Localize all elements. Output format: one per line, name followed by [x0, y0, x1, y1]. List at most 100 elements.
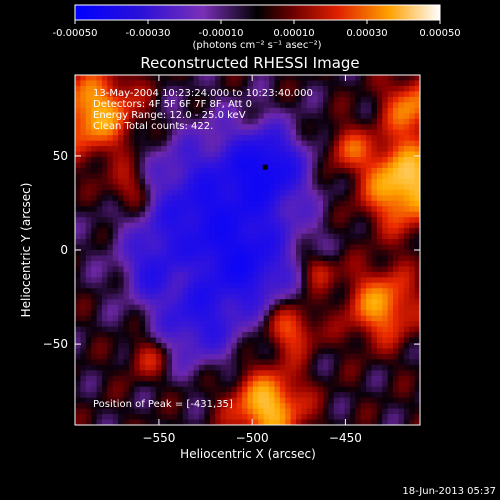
heatmap-cell	[360, 348, 367, 355]
heatmap-cell	[193, 359, 200, 366]
heatmap-cell	[333, 91, 340, 98]
heatmap-cell	[80, 118, 87, 125]
heatmap-cell	[322, 293, 329, 300]
heatmap-cell	[220, 118, 227, 125]
heatmap-cell	[366, 140, 372, 147]
heatmap-cell	[398, 151, 405, 158]
heatmap-cell	[382, 392, 389, 399]
heatmap-cell	[215, 222, 222, 229]
heatmap-cell	[403, 250, 410, 256]
heatmap-cell	[252, 217, 259, 224]
heatmap-cell	[285, 353, 292, 360]
heatmap-cell	[360, 310, 367, 317]
heatmap-cell	[269, 353, 275, 360]
heatmap-cell	[166, 151, 173, 158]
heatmap-cell	[209, 157, 216, 163]
heatmap-cell	[306, 211, 313, 218]
heatmap-cell	[398, 113, 405, 120]
heatmap-cell	[209, 342, 216, 349]
heatmap-cell	[279, 162, 286, 169]
heatmap-cell	[209, 222, 216, 229]
heatmap-cell	[366, 239, 372, 246]
heatmap-cell	[139, 310, 146, 317]
heatmap-cell	[150, 260, 157, 267]
heatmap-cell	[414, 353, 420, 360]
x-tick-label: −550	[142, 431, 175, 445]
heatmap-cell	[220, 321, 227, 328]
heatmap-cell	[355, 217, 362, 224]
heatmap-cell	[80, 91, 87, 98]
heatmap-cell	[258, 271, 265, 278]
heatmap-cell	[398, 332, 405, 338]
heatmap-cell	[182, 113, 189, 120]
heatmap-cell	[172, 189, 178, 196]
heatmap-cell	[150, 135, 157, 142]
heatmap-cell	[279, 282, 286, 289]
heatmap-cell	[371, 129, 378, 136]
heatmap-cell	[225, 85, 232, 92]
heatmap-cell	[107, 200, 114, 207]
heatmap-cell	[387, 299, 394, 306]
heatmap-cell	[101, 91, 108, 98]
heatmap-cell	[285, 189, 292, 196]
heatmap-cell	[263, 222, 270, 229]
heatmap-cell	[360, 118, 367, 125]
heatmap-cell	[150, 397, 157, 404]
heatmap-cell	[242, 146, 248, 153]
heatmap-cell	[376, 244, 383, 251]
heatmap-cell	[263, 342, 270, 349]
heatmap-cell	[123, 348, 130, 355]
heatmap-cell	[118, 288, 125, 295]
heatmap-cell	[215, 102, 222, 109]
heatmap-cell	[322, 414, 329, 421]
heatmap-cell	[355, 299, 362, 306]
heatmap-cell	[182, 348, 189, 355]
heatmap-cell	[328, 107, 335, 114]
heatmap-cell	[355, 102, 362, 109]
heatmap-cell	[145, 173, 151, 180]
heatmap-cell	[409, 217, 416, 224]
heatmap-cell	[236, 348, 243, 355]
heatmap-cell	[198, 419, 205, 425]
heatmap-cell	[328, 321, 335, 328]
heatmap-cell	[296, 211, 302, 218]
heatmap-cell	[128, 271, 135, 278]
heatmap-cell	[166, 381, 173, 388]
heatmap-cell	[198, 288, 205, 295]
heatmap-cell	[177, 392, 184, 399]
heatmap-cell	[349, 167, 356, 174]
heatmap-cell	[231, 419, 238, 425]
heatmap-cell	[188, 118, 195, 125]
heatmap-cell	[339, 135, 346, 142]
heatmap-cell	[145, 146, 151, 153]
heatmap-cell	[204, 381, 211, 388]
heatmap-cell	[301, 135, 308, 142]
heatmap-cell	[80, 200, 87, 207]
heatmap-cell	[285, 266, 292, 273]
heatmap-cell	[279, 239, 286, 246]
heatmap-cell	[215, 178, 222, 185]
heatmap-cell	[182, 414, 189, 421]
heatmap-cell	[188, 414, 195, 421]
heatmap-cell	[285, 167, 292, 174]
heatmap-cell	[150, 222, 157, 229]
heatmap-cell	[134, 124, 141, 131]
heatmap-cell	[215, 386, 222, 393]
heatmap-cell	[139, 189, 146, 196]
heatmap-cell	[123, 217, 130, 224]
heatmap-cell	[387, 129, 394, 136]
heatmap-cell	[409, 195, 416, 202]
heatmap-cell	[398, 337, 405, 344]
heatmap-cell	[360, 129, 367, 136]
heatmap-cell	[166, 146, 173, 153]
heatmap-cell	[107, 135, 114, 142]
heatmap-cell	[80, 189, 87, 196]
heatmap-cell	[134, 255, 141, 262]
heatmap-cell	[166, 397, 173, 404]
heatmap-cell	[198, 250, 205, 256]
heatmap-cell	[366, 135, 372, 142]
heatmap-cell	[306, 189, 313, 196]
heatmap-cell	[274, 419, 281, 425]
heatmap-cell	[285, 206, 292, 213]
heatmap-cell	[312, 135, 319, 142]
